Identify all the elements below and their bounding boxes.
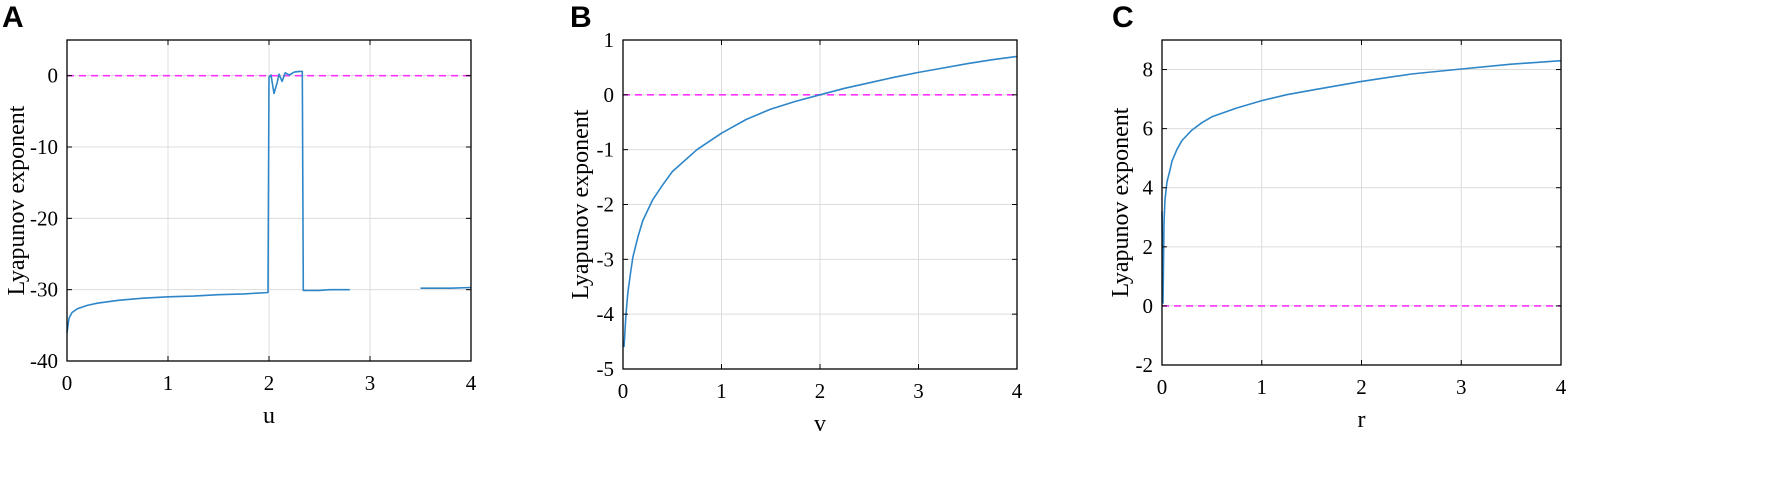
y-tick-label: -1 (597, 138, 615, 162)
panel-b: B 0 1 2 3 4 -5 -4 -3 -2 -1 0 1 v Lyapunov exponent (568, 1, 1023, 437)
x-tick-label: 4 (1012, 379, 1023, 403)
y-tick-label: 0 (604, 83, 615, 107)
x-tick-label: 4 (1556, 375, 1567, 399)
x-tick-label: 2 (264, 371, 275, 395)
y-tick-label: -5 (597, 357, 615, 381)
y-tick-label: -30 (30, 278, 58, 302)
y-tick-label: 0 (1143, 294, 1154, 318)
panel-letter: A (2, 1, 24, 34)
series-line (623, 55, 1018, 348)
y-tick-label: 0 (48, 64, 59, 88)
x-tick-label: 1 (1257, 375, 1268, 399)
x-tick-label: 0 (1157, 375, 1168, 399)
y-tick-label: -4 (597, 302, 615, 326)
y-tick-label: 6 (1143, 117, 1154, 141)
x-tick-label: 3 (913, 379, 924, 403)
series-line (66, 70, 472, 333)
y-axis-label: Lyapunov exponent (1108, 107, 1134, 297)
x-tick-label: 2 (1356, 375, 1367, 399)
y-tick-label: -2 (597, 193, 615, 217)
y-tick-label: -10 (30, 135, 58, 159)
x-tick-label: 4 (466, 371, 477, 395)
y-tick-label: 1 (604, 28, 615, 52)
x-axis-label: v (814, 411, 826, 437)
x-axis-label: u (263, 403, 275, 429)
panel-letter: B (570, 1, 592, 34)
y-tick-label: -3 (597, 247, 615, 271)
y-axis-label: Lyapunov exponent (568, 109, 594, 299)
x-tick-label: 3 (365, 371, 376, 395)
x-axis-label: r (1358, 407, 1366, 433)
series-line (1161, 59, 1562, 304)
y-tick-label: -40 (30, 349, 58, 373)
y-tick-label: 8 (1143, 58, 1154, 82)
panel-letter: C (1112, 1, 1134, 34)
y-axis-label: Lyapunov exponent (4, 105, 30, 295)
y-tick-label: -2 (1136, 353, 1154, 377)
y-tick-label: 4 (1143, 176, 1154, 200)
x-tick-label: 0 (618, 379, 629, 403)
panel-a: A 0 1 2 3 4 -40 -30 -20 -10 0 u Lyapunov exponent (2, 1, 477, 429)
x-tick-label: 1 (163, 371, 174, 395)
x-tick-label: 2 (815, 379, 826, 403)
y-tick-label: 2 (1143, 235, 1154, 259)
x-tick-label: 1 (716, 379, 727, 403)
x-tick-label: 3 (1456, 375, 1467, 399)
y-tick-label: -20 (30, 206, 58, 230)
x-tick-label: 0 (62, 371, 73, 395)
